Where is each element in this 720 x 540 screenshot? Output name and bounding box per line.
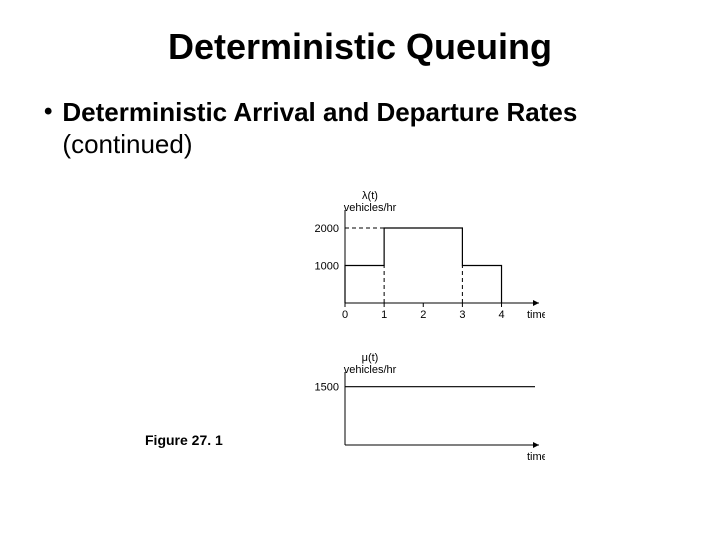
bullet-text: Deterministic Arrival and Departure Rate… — [62, 96, 680, 160]
svg-text:vehicles/hr: vehicles/hr — [344, 364, 397, 376]
svg-text:1500: 1500 — [315, 382, 339, 394]
svg-text:vehicles/hr: vehicles/hr — [344, 202, 397, 214]
svg-text:λ(t): λ(t) — [362, 190, 378, 202]
svg-text:μ(t): μ(t) — [362, 352, 379, 364]
svg-text:2000: 2000 — [315, 223, 339, 235]
bullet-lead-rest: (continued) — [62, 129, 192, 159]
svg-text:0: 0 — [342, 309, 348, 321]
svg-text:2: 2 — [420, 309, 426, 321]
svg-text:3: 3 — [459, 309, 465, 321]
bullet-item: • Deterministic Arrival and Departure Ra… — [44, 96, 680, 160]
svg-text:4: 4 — [498, 309, 504, 321]
page-title: Deterministic Queuing — [40, 26, 680, 68]
svg-text:time: time — [527, 309, 545, 321]
arrival-rate-chart: λ(t)vehicles/hr 1000 2000 0 1 2 3 4 time — [290, 188, 545, 323]
departure-rate-chart: μ(t)vehicles/hr 1500 time — [290, 350, 545, 465]
svg-text:1: 1 — [381, 309, 387, 321]
figure-caption: Figure 27. 1 — [145, 432, 223, 448]
bullet-lead-bold: Deterministic Arrival and Departure Rate… — [62, 97, 577, 127]
svg-text:1000: 1000 — [315, 261, 339, 273]
bullet-marker: • — [44, 96, 52, 128]
svg-text:time: time — [527, 451, 545, 463]
